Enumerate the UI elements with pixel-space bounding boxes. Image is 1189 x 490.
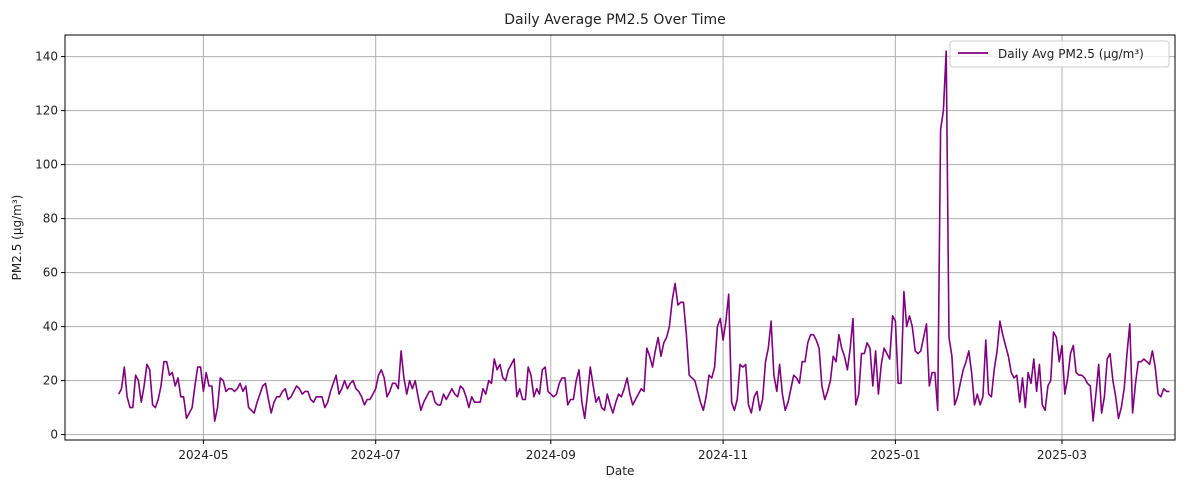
y-tick-label: 100: [35, 158, 58, 172]
x-tick-label: 2024-07: [351, 448, 401, 462]
x-tick-label: 2025-03: [1037, 448, 1087, 462]
x-tick-label: 2024-09: [526, 448, 576, 462]
x-tick-label: 2024-05: [178, 448, 228, 462]
y-axis-title: PM2.5 (µg/m³): [10, 195, 24, 281]
y-tick-label: 60: [43, 266, 58, 280]
series-line-pm25: [117, 50, 1170, 422]
grid: [65, 35, 1175, 440]
legend-label: Daily Avg PM2.5 (µg/m³): [998, 47, 1144, 61]
y-axis: 0 20 40 60 80 100 120 140: [35, 50, 65, 442]
y-tick-label: 20: [43, 374, 58, 388]
legend: Daily Avg PM2.5 (µg/m³): [949, 40, 1170, 68]
y-tick-label: 140: [35, 50, 58, 64]
legend-box: [949, 40, 1170, 68]
chart-title: Daily Average PM2.5 Over Time: [504, 12, 725, 28]
y-tick-label: 0: [50, 428, 58, 442]
x-axis-title: Date: [606, 464, 635, 478]
plot-frame: [64, 34, 1176, 441]
x-tick-label: 2024-11: [698, 448, 748, 462]
y-tick-label: 40: [43, 320, 58, 334]
x-tick-label: 2025-01: [870, 448, 920, 462]
y-tick-label: 80: [43, 212, 58, 226]
x-axis: 2024-05 2024-07 2024-09 2024-11 2025-01 2025-…: [178, 440, 1087, 462]
y-tick-label: 120: [35, 104, 58, 118]
